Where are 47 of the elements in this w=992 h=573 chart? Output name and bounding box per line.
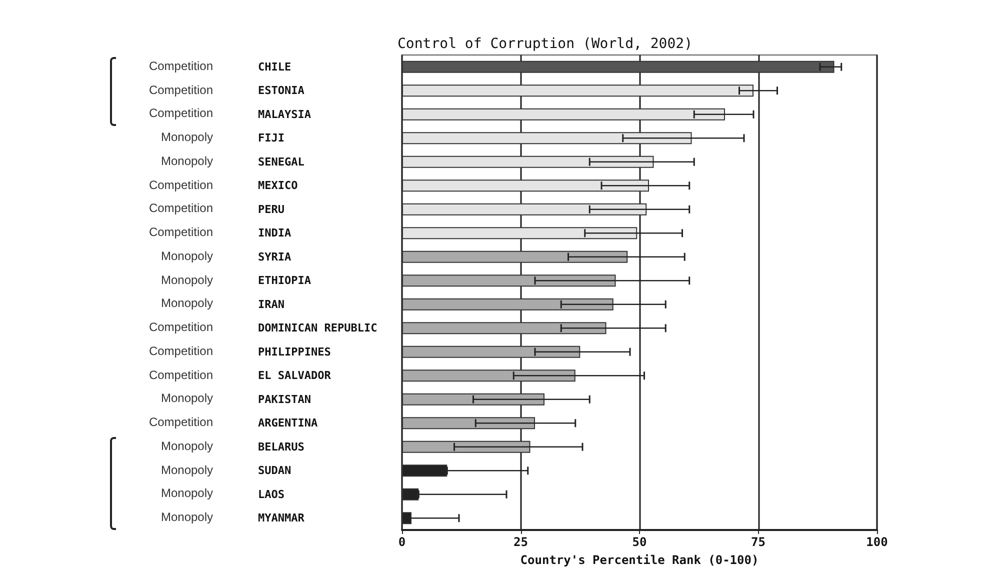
y-tick-label: DOMINICAN REPUBLIC	[258, 322, 378, 335]
x-tick-label: 50	[632, 535, 647, 549]
y-tick-label: PERU	[258, 202, 285, 216]
y-tick-label: ARGENTINA	[258, 416, 318, 430]
y-tick-label: MEXICO	[258, 179, 298, 192]
text: Competition	[148, 58, 213, 73]
x-tick-label: 100	[866, 535, 888, 549]
text: Competition	[148, 82, 213, 97]
y-tick-label: LAOS	[258, 488, 284, 501]
text: Monopoly	[160, 296, 213, 310]
y-tick-label: CHILE	[258, 60, 292, 74]
text: Monopoly	[160, 248, 213, 263]
y-tick-label: FIJI	[258, 132, 284, 145]
chart-title: Control of Corruption (World, 2002)	[397, 36, 693, 52]
text: Competition	[148, 178, 213, 192]
text: Competition	[148, 320, 213, 334]
text: Monopoly	[160, 438, 213, 453]
text: Monopoly	[160, 462, 213, 477]
text: Competition	[148, 368, 213, 382]
y-tick-label: MALAYSIA	[258, 108, 312, 121]
y-tick-label: IRAN	[258, 298, 284, 311]
text: Monopoly	[160, 154, 213, 168]
text: Monopoly	[160, 510, 213, 524]
text: Competition	[148, 106, 213, 120]
y-tick-label: BELARUS	[258, 440, 304, 454]
x-tick-label: 75	[751, 535, 766, 549]
y-tick-label: SENEGAL	[258, 155, 305, 168]
text: Competition	[148, 201, 213, 216]
x-tick-label: 0	[398, 535, 406, 549]
text: Monopoly	[160, 130, 213, 144]
y-tick-label: PAKISTAN	[258, 392, 311, 406]
text: Competition	[148, 415, 213, 430]
y-tick-label: ETHIOPIA	[258, 274, 312, 288]
y-tick-label: EL SALVADOR	[258, 369, 332, 382]
text: Competition	[148, 225, 213, 240]
y-tick-label: SUDAN	[258, 464, 292, 478]
x-axis-title: Country's Percentile Rank (0-100)	[520, 553, 759, 567]
x-tick-label: 25	[514, 535, 528, 549]
text: Competition	[148, 344, 213, 358]
text: Monopoly	[160, 272, 213, 287]
y-tick-label: MYANMAR	[258, 512, 305, 525]
text: Monopoly	[160, 486, 213, 500]
y-tick-label: PHILIPPINES	[258, 345, 331, 358]
y-tick-label: INDIA	[258, 226, 292, 240]
y-tick-label: ESTONIA	[258, 84, 305, 98]
y-tick-label: SYRIA	[258, 250, 292, 264]
text: Monopoly	[160, 391, 213, 406]
